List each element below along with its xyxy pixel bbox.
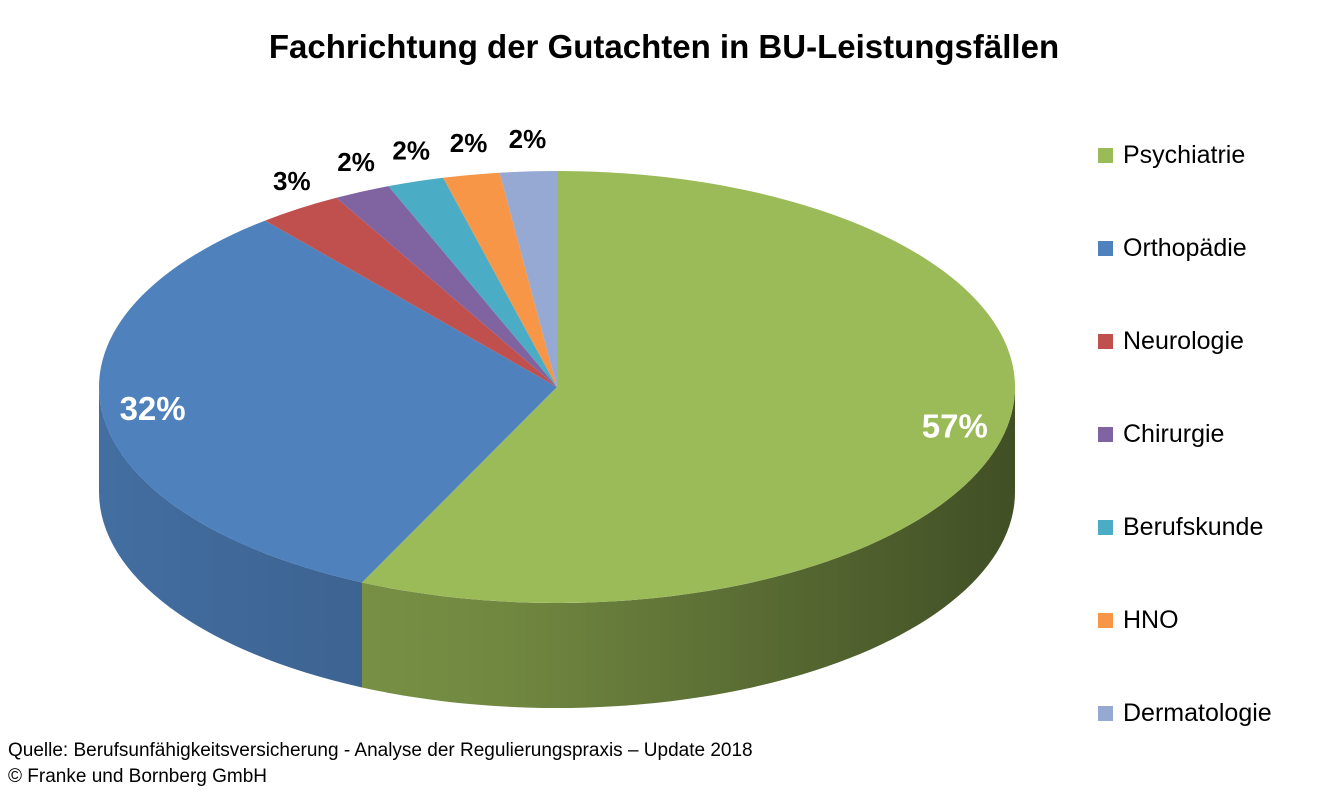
legend-item-chirurgie: Chirurgie xyxy=(1098,417,1224,451)
pie-slice-psychiatrie xyxy=(361,171,1016,604)
chart-title: Fachrichtung der Gutachten in BU-Leistun… xyxy=(268,28,1060,65)
source-line-2: © Franke und Bornberg GmbH xyxy=(8,766,268,787)
legend-label: Orthopädie xyxy=(1123,233,1247,262)
legend-item-hno: HNO xyxy=(1098,603,1179,637)
legend-label: Neurologie xyxy=(1123,326,1244,355)
pie-slice-hno xyxy=(443,172,557,387)
data-label-berufskunde: 2% xyxy=(392,136,430,166)
pie-slice-neurologie xyxy=(265,197,557,387)
source-line-1: Quelle: Berufsunfähigkeitsversicherung -… xyxy=(8,740,753,761)
legend-item-psychiatrie: Psychiatrie xyxy=(1098,138,1245,172)
legend-item-dermatologie: Dermatologie xyxy=(1098,696,1272,730)
legend-swatch xyxy=(1098,147,1113,163)
legend-item-neurologie: Neurologie xyxy=(1098,324,1244,358)
data-label-chirurgie: 2% xyxy=(337,147,375,177)
legend-item-berufskunde: Berufskunde xyxy=(1098,510,1263,544)
data-label-hno: 2% xyxy=(450,128,488,158)
data-label-neurologie: 3% xyxy=(273,166,311,196)
pie-slice-orthopadie xyxy=(98,220,557,583)
legend-swatch xyxy=(1098,519,1113,535)
pie-slice-chirurgie xyxy=(336,186,557,387)
pie-slice-berufskunde xyxy=(388,177,557,387)
legend-label: Berufskunde xyxy=(1123,512,1264,541)
legend-swatch xyxy=(1098,333,1113,349)
pie-tops xyxy=(98,171,1016,604)
source-note: Quelle: Berufsunfähigkeitsversicherung -… xyxy=(8,738,753,790)
data-label-orthopadie: 32% xyxy=(120,390,186,427)
data-label-dermatologie: 2% xyxy=(509,124,547,154)
pie-sides xyxy=(99,387,1016,708)
pie-side-psychiatrie xyxy=(361,387,1016,708)
legend-swatch xyxy=(1098,705,1113,721)
legend-swatch xyxy=(1098,426,1113,442)
legend-label: Dermatologie xyxy=(1123,698,1272,727)
pie-data-labels: 57% 32% 3% 2% 2% 2% 2% xyxy=(120,124,988,445)
legend-label: Psychiatrie xyxy=(1123,140,1246,169)
data-label-psychiatrie: 57% xyxy=(922,408,988,445)
legend-swatch xyxy=(1098,612,1113,628)
legend-item-orthopadie: Orthopädie xyxy=(1098,231,1247,265)
legend-label: Chirurgie xyxy=(1123,419,1225,448)
legend-label: HNO xyxy=(1123,605,1179,634)
legend-swatch xyxy=(1098,240,1113,256)
pie-side-orthopadie xyxy=(99,387,362,688)
pie-slice-dermatologie xyxy=(499,171,557,387)
